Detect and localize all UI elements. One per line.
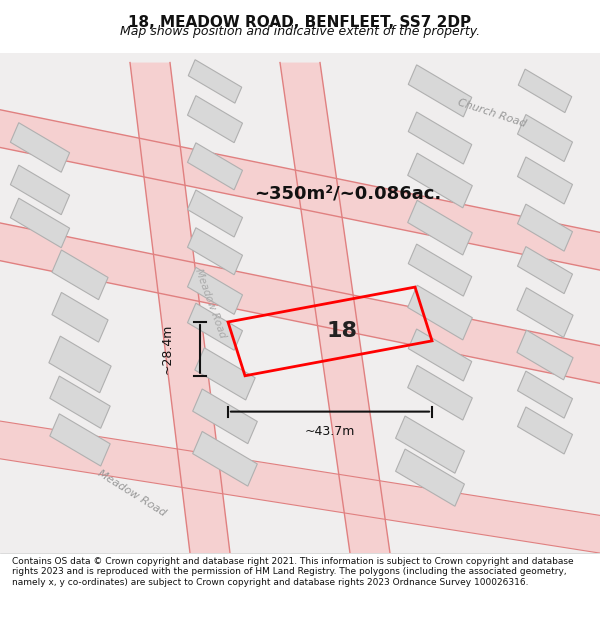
Polygon shape — [49, 336, 111, 392]
Polygon shape — [0, 110, 600, 270]
Polygon shape — [517, 407, 572, 454]
Polygon shape — [50, 376, 110, 428]
Polygon shape — [187, 228, 242, 275]
Polygon shape — [407, 200, 472, 255]
Polygon shape — [518, 69, 572, 112]
Polygon shape — [52, 292, 108, 342]
Polygon shape — [408, 112, 472, 164]
Polygon shape — [395, 449, 464, 506]
Polygon shape — [50, 414, 110, 466]
Polygon shape — [517, 371, 572, 418]
Text: ~28.4m: ~28.4m — [161, 324, 173, 374]
Polygon shape — [0, 421, 600, 553]
Polygon shape — [280, 62, 390, 553]
Text: Contains OS data © Crown copyright and database right 2021. This information is : Contains OS data © Crown copyright and d… — [12, 557, 574, 586]
Polygon shape — [187, 190, 242, 237]
Text: 18: 18 — [326, 321, 358, 341]
Text: ~350m²/~0.086ac.: ~350m²/~0.086ac. — [254, 184, 442, 202]
Polygon shape — [10, 165, 70, 214]
Polygon shape — [0, 53, 600, 553]
Text: 18, MEADOW ROAD, BENFLEET, SS7 2DP: 18, MEADOW ROAD, BENFLEET, SS7 2DP — [128, 15, 472, 30]
Text: Map shows position and indicative extent of the property.: Map shows position and indicative extent… — [120, 25, 480, 38]
Polygon shape — [193, 389, 257, 444]
Polygon shape — [407, 153, 472, 208]
Polygon shape — [408, 329, 472, 381]
Text: Church Road: Church Road — [457, 98, 527, 129]
Polygon shape — [517, 114, 572, 161]
Polygon shape — [130, 62, 230, 553]
Polygon shape — [0, 223, 600, 383]
Polygon shape — [517, 157, 572, 204]
Polygon shape — [187, 303, 242, 350]
Polygon shape — [517, 204, 572, 251]
Polygon shape — [517, 288, 573, 338]
Polygon shape — [407, 366, 472, 420]
Polygon shape — [407, 285, 472, 340]
Polygon shape — [517, 247, 572, 294]
Polygon shape — [52, 250, 108, 299]
Text: ~43.7m: ~43.7m — [305, 425, 355, 438]
Polygon shape — [408, 244, 472, 296]
Polygon shape — [517, 330, 573, 380]
Polygon shape — [188, 59, 242, 103]
Text: Meadow Road: Meadow Road — [193, 267, 227, 339]
Text: Meadow Road: Meadow Road — [96, 468, 168, 518]
Polygon shape — [408, 65, 472, 117]
Polygon shape — [10, 198, 70, 248]
Polygon shape — [195, 348, 255, 400]
Polygon shape — [187, 143, 242, 190]
Polygon shape — [187, 268, 242, 314]
Polygon shape — [10, 122, 70, 172]
Polygon shape — [395, 416, 464, 473]
Polygon shape — [193, 431, 257, 486]
Polygon shape — [187, 96, 242, 142]
